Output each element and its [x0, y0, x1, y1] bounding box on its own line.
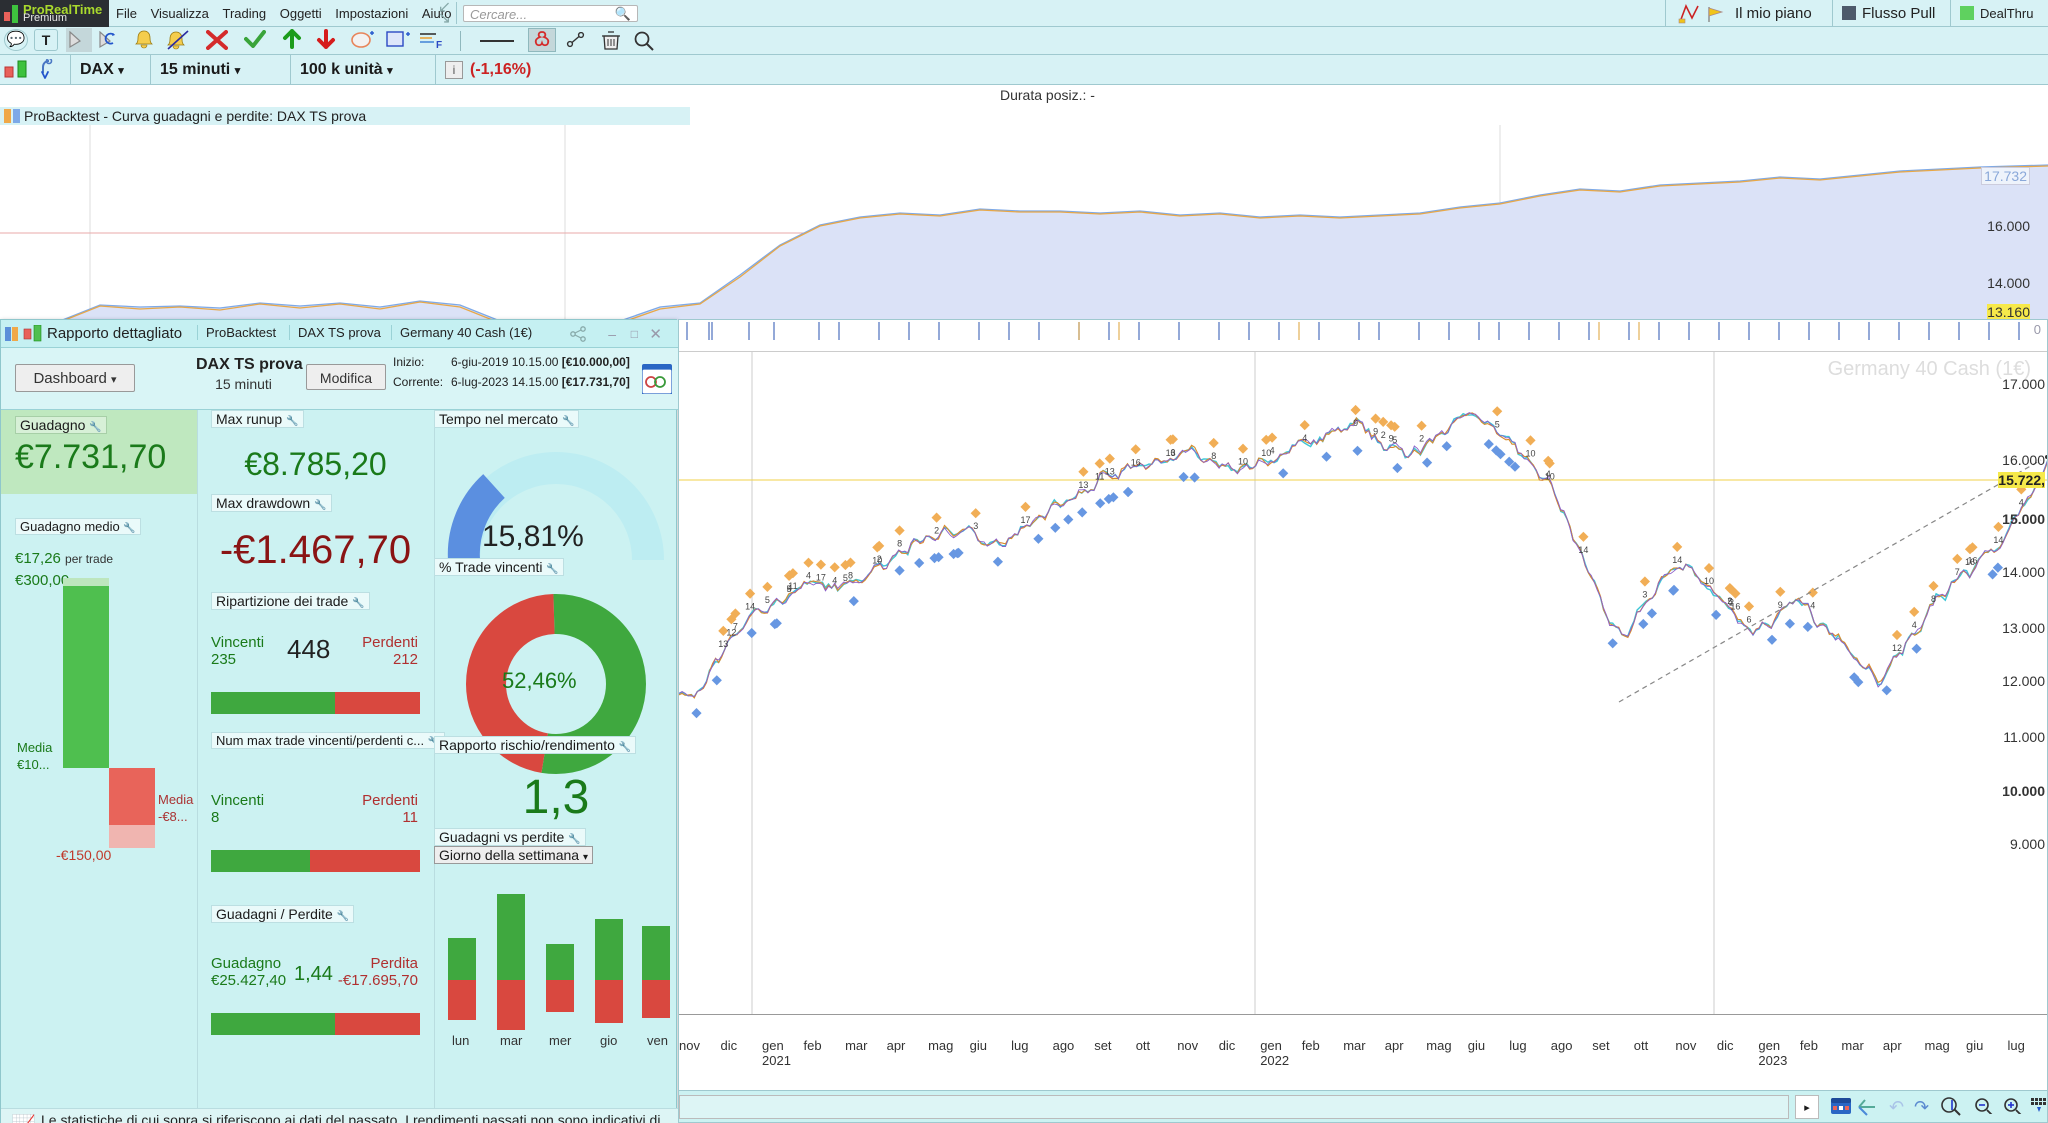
- svg-text:8: 8: [1211, 451, 1216, 461]
- svg-text:11: 11: [788, 581, 797, 591]
- svg-text:4: 4: [1270, 446, 1275, 456]
- svg-text:5: 5: [1392, 435, 1397, 445]
- svg-text:3: 3: [1642, 590, 1647, 600]
- svg-text:16: 16: [1967, 555, 1977, 565]
- svg-text:5: 5: [1495, 419, 1500, 429]
- svg-text:8: 8: [897, 539, 902, 549]
- svg-text:3: 3: [973, 521, 978, 531]
- svg-text:2: 2: [1419, 434, 1424, 444]
- svg-text:16: 16: [1730, 602, 1740, 612]
- svg-text:10: 10: [1704, 576, 1714, 586]
- svg-text:4: 4: [1810, 601, 1815, 611]
- svg-text:2: 2: [1381, 430, 1386, 440]
- svg-text:14: 14: [745, 602, 755, 612]
- svg-text:17: 17: [816, 573, 826, 583]
- svg-text:11: 11: [1095, 472, 1104, 482]
- svg-text:10: 10: [1525, 448, 1535, 458]
- svg-text:4: 4: [2019, 497, 2024, 507]
- svg-text:10: 10: [1238, 457, 1248, 467]
- svg-text:10: 10: [1545, 471, 1555, 481]
- svg-text:14: 14: [1993, 535, 2003, 545]
- svg-text:13: 13: [1105, 467, 1115, 477]
- svg-text:8: 8: [848, 571, 853, 581]
- svg-text:14: 14: [1578, 545, 1588, 555]
- svg-text:4: 4: [832, 575, 837, 585]
- svg-text:9: 9: [1373, 427, 1378, 437]
- svg-text:8: 8: [1931, 594, 1936, 604]
- svg-text:2: 2: [934, 526, 939, 536]
- svg-text:7: 7: [733, 622, 738, 632]
- svg-text:4: 4: [1302, 433, 1307, 443]
- svg-text:7: 7: [1955, 567, 1960, 577]
- svg-text:17: 17: [1020, 515, 1030, 525]
- svg-text:5: 5: [765, 595, 770, 605]
- svg-text:4: 4: [1912, 620, 1917, 630]
- svg-text:14: 14: [1672, 555, 1682, 565]
- svg-text:9: 9: [1353, 418, 1358, 428]
- svg-text:4: 4: [806, 571, 811, 581]
- svg-text:12: 12: [1892, 643, 1902, 653]
- svg-text:16: 16: [1131, 457, 1141, 467]
- svg-text:6: 6: [1746, 614, 1751, 624]
- svg-text:13: 13: [718, 639, 728, 649]
- svg-text:6: 6: [1170, 447, 1175, 457]
- svg-text:13: 13: [1078, 480, 1088, 490]
- svg-text:F: F: [436, 40, 442, 48]
- svg-text:2: 2: [877, 554, 882, 564]
- svg-text:9: 9: [1778, 600, 1783, 610]
